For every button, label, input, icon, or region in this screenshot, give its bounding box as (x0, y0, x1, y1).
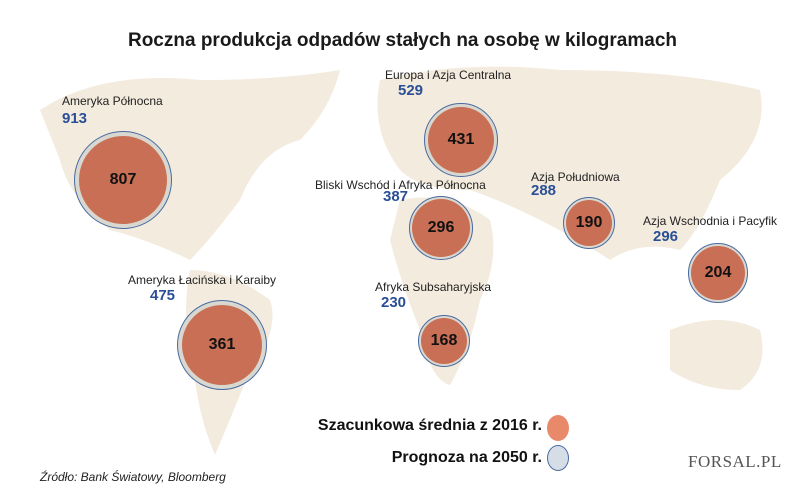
region-label-east-asia: Azja Wschodnia i Pacyfik (643, 214, 778, 228)
region-label-latin-america: Ameryka Łacińska i Karaiby (128, 273, 277, 287)
region-label-sub-saharan-africa: Afryka Subsaharyjska (375, 280, 492, 294)
estimate-circle-europe: 431 (428, 107, 494, 173)
source-note: Źródło: Bank Światowy, Bloomberg (40, 470, 226, 484)
region-label-north-america: Ameryka Północna (62, 94, 163, 108)
region-label-europe: Europa i Azja Centralna (385, 68, 512, 82)
chart-title: Roczna produkcja odpadów stałych na osob… (127, 30, 677, 51)
forecast-east-asia: 296 (653, 228, 679, 245)
legend-estimate-label: Szacunkowa średnia z 2016 r. (317, 417, 542, 434)
estimate-circle-middle-east: 296 (412, 199, 470, 257)
forecast-south-asia: 288 (531, 182, 557, 199)
region-label-south-asia: Azja Południowa (531, 170, 620, 184)
estimate-circle-north-america: 807 (79, 136, 167, 224)
estimate-circle-latin-america: 361 (182, 305, 262, 385)
legend-forecast-label: Prognoza na 2050 r. (391, 449, 542, 466)
estimate-circle-east-asia: 204 (691, 246, 745, 300)
legend-forecast-swatch (547, 445, 569, 471)
forecast-middle-east: 387 (383, 188, 409, 205)
forecast-europe: 529 (398, 82, 424, 99)
region-label-middle-east: Bliski Wschód i Afryka Północna (315, 178, 486, 192)
estimate-circle-sub-saharan-africa: 168 (421, 318, 467, 364)
forecast-latin-america: 475 (150, 287, 176, 304)
forecast-north-america: 913 (62, 110, 88, 127)
forecast-sub-saharan-africa: 230 (381, 294, 407, 311)
legend-estimate-swatch (547, 415, 569, 441)
forsal-logo: FORSAL.PL (688, 452, 782, 471)
estimate-circle-south-asia: 190 (566, 200, 612, 246)
